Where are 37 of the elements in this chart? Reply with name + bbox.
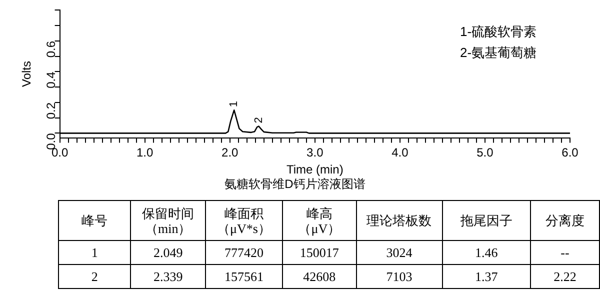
x-axis-title: Time (min) (286, 162, 344, 177)
text: 7103 (356, 264, 442, 288)
annotation: 2 (252, 117, 265, 124)
x-tick-label: 1.0 (136, 145, 154, 160)
text: 1.37 (442, 264, 530, 288)
x-tick-label: 2.0 (222, 145, 239, 160)
text: 1 (58, 240, 131, 264)
text: 157561 (205, 264, 283, 288)
y-axis-title: Volts (20, 60, 34, 88)
text: 峰面积（μV*s） (205, 200, 283, 240)
text: 2 (58, 264, 131, 288)
text: 保留时间（min） (130, 200, 206, 240)
x-tick-label: 4.0 (392, 145, 409, 160)
text: 峰高（μV） (282, 200, 356, 240)
text: 理论塔板数 (356, 200, 442, 240)
text: 150017 (282, 240, 356, 264)
text: 分离度 (530, 200, 600, 240)
text: 拖尾因子 (442, 200, 530, 240)
text: 3024 (356, 240, 442, 264)
y-tick-label: 0.6 (44, 40, 58, 58)
y-tick-label: 0.4 (44, 71, 58, 88)
x-tick-label: 6.0 (562, 145, 579, 160)
x-tick-label: 3.0 (306, 145, 324, 160)
text: 峰号 (58, 200, 131, 240)
annotation: 2-氨基葡萄糖 (460, 44, 537, 60)
text: 2.339 (130, 264, 206, 288)
annotation: 1 (228, 101, 240, 108)
text: 42608 (282, 264, 356, 288)
text: 氨糖软骨维D钙片溶液图谱 (224, 177, 366, 192)
x-tick-label: 5.0 (476, 145, 494, 160)
text: -- (530, 240, 600, 264)
text: 1.46 (442, 240, 530, 264)
text: 2.049 (130, 240, 206, 264)
annotation: 1-硫酸软骨素 (460, 24, 537, 39)
y-tick-label: 0.2 (44, 102, 58, 120)
text: 2.22 (530, 264, 600, 288)
text: 777420 (205, 240, 283, 264)
